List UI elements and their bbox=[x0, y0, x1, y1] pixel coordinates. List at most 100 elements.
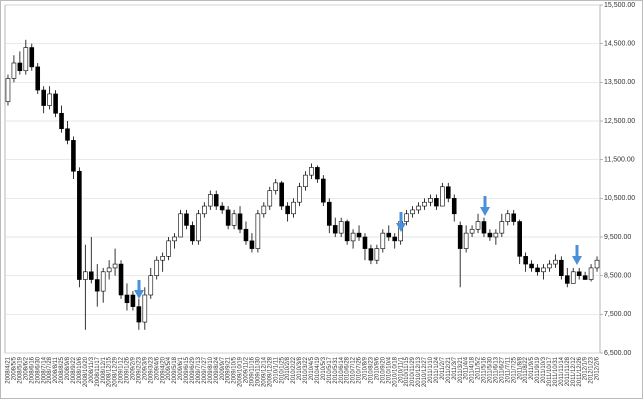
x-tick-label: 2010/12/13 bbox=[416, 356, 422, 387]
x-tick-label: 2009/3/23 bbox=[148, 356, 154, 383]
candle-body bbox=[553, 259, 558, 265]
candle-body bbox=[511, 213, 517, 222]
candle-body bbox=[213, 194, 219, 207]
candle-body bbox=[279, 182, 284, 207]
x-tick-label: 2010/7/26 bbox=[357, 356, 363, 383]
x-tick-label: 2008/8/11 bbox=[53, 356, 59, 383]
candle-body bbox=[207, 194, 213, 207]
candle-body bbox=[541, 267, 546, 273]
candle-body bbox=[374, 248, 380, 261]
x-tick-label: 2008/5/5 bbox=[12, 356, 18, 380]
candle-body bbox=[190, 225, 195, 242]
x-tick-label: 2008/5/19 bbox=[17, 356, 23, 383]
x-tick-label: 2008/9/8 bbox=[65, 356, 71, 380]
candle-body bbox=[148, 275, 154, 296]
y-tick-label: 12,500.00 bbox=[604, 118, 635, 125]
candle-body bbox=[53, 93, 58, 114]
x-tick-label: 2009/6/1 bbox=[178, 356, 184, 380]
x-tick-label: 2008/12/15 bbox=[107, 356, 113, 387]
x-tick-label: 2008/4/21 bbox=[6, 356, 12, 383]
candle-body bbox=[499, 221, 505, 234]
candle-body bbox=[475, 221, 481, 230]
x-tick-label: 2011/5/2 bbox=[476, 356, 482, 380]
candle-body bbox=[106, 267, 112, 273]
candle-body bbox=[160, 256, 165, 261]
candle-body bbox=[285, 205, 290, 215]
candle-body bbox=[547, 263, 552, 269]
y-tick-label: 15,500.00 bbox=[604, 2, 635, 9]
candle-body bbox=[440, 186, 445, 207]
candle-body bbox=[326, 201, 332, 226]
candle-body bbox=[154, 259, 160, 276]
x-tick-label: 2010/10/4 bbox=[386, 356, 392, 383]
candle-body bbox=[564, 275, 570, 284]
candle-body bbox=[23, 47, 29, 72]
x-tick-label: 2011/5/30 bbox=[488, 356, 494, 383]
x-tick-label: 2011/3/7 bbox=[452, 356, 458, 380]
candle-body bbox=[410, 209, 415, 215]
candle-body bbox=[65, 128, 70, 141]
x-tick-label: 2010/6/14 bbox=[339, 356, 345, 383]
x-tick-label: 2010/1/11 bbox=[273, 356, 279, 383]
x-tick-label: 2011/8/22 bbox=[523, 356, 529, 383]
candle-body bbox=[219, 205, 225, 211]
candle-body bbox=[445, 186, 451, 199]
x-tick-label: 2010/11/15 bbox=[404, 356, 410, 386]
x-tick-label: 2011/12/26 bbox=[577, 356, 583, 386]
x-tick-label: 2009/4/6 bbox=[154, 356, 160, 380]
candle-body bbox=[350, 232, 356, 242]
candle-body bbox=[94, 279, 100, 292]
x-tick-label: 2010/8/23 bbox=[369, 356, 375, 383]
candle-body bbox=[582, 275, 588, 280]
candle-body bbox=[225, 209, 231, 226]
x-tick-label: 2011/3/21 bbox=[458, 356, 464, 383]
candle-body bbox=[505, 213, 511, 222]
candle-body bbox=[422, 201, 427, 207]
candle-body bbox=[416, 205, 421, 211]
x-tick-label: 2009/3/9 bbox=[142, 356, 148, 380]
x-tick-label: 2009/10/19 bbox=[238, 356, 244, 387]
x-tick-label: 2009/7/27 bbox=[202, 356, 208, 383]
candle-body bbox=[29, 47, 35, 68]
x-tick-label: 2011/6/27 bbox=[499, 356, 505, 383]
candle-body bbox=[231, 213, 237, 226]
x-tick-label: 2011/1/24 bbox=[434, 356, 440, 383]
x-tick-label: 2010/7/12 bbox=[351, 356, 357, 383]
x-tick-label: 2010/12/27 bbox=[422, 356, 428, 387]
candle-body bbox=[457, 225, 463, 249]
candle-body bbox=[142, 294, 148, 323]
x-tick-label: 2009/6/29 bbox=[190, 356, 196, 383]
x-tick-label: 2011/9/19 bbox=[535, 356, 541, 383]
x-tick-label: 2011/12/12 bbox=[571, 356, 577, 386]
x-tick-label: 2009/9/21 bbox=[226, 356, 232, 383]
x-tick-label: 2008/6/16 bbox=[29, 356, 35, 383]
x-tick-label: 2011/9/5 bbox=[529, 356, 535, 380]
x-tick-label: 2012/1/9 bbox=[583, 356, 589, 380]
x-tick-label: 2009/12/28 bbox=[267, 356, 273, 387]
candle-body bbox=[166, 240, 171, 257]
candle-body bbox=[517, 221, 522, 257]
x-tick-label: 2009/11/30 bbox=[255, 356, 261, 386]
x-tick-label: 2008/12/1 bbox=[101, 356, 107, 383]
candle-body bbox=[481, 221, 487, 234]
x-tick-label: 2011/11/14 bbox=[559, 356, 565, 386]
x-tick-label: 2009/4/20 bbox=[160, 356, 166, 383]
candle-body bbox=[469, 228, 475, 234]
y-tick-label: 8,500.00 bbox=[604, 273, 631, 280]
x-tick-label: 2008/7/28 bbox=[47, 356, 53, 383]
candle-body bbox=[487, 232, 493, 238]
x-tick-label: 2010/4/5 bbox=[309, 356, 315, 380]
candle-body bbox=[344, 221, 350, 242]
candle-body bbox=[249, 240, 255, 249]
x-tick-label: 2011/7/11 bbox=[505, 356, 511, 382]
candle-body bbox=[47, 93, 52, 106]
x-tick-label: 2012/2/6 bbox=[595, 356, 601, 380]
candle-body bbox=[83, 271, 88, 280]
x-tick-label: 2009/2/23 bbox=[136, 356, 142, 383]
annotation-arrows bbox=[134, 196, 582, 299]
candle-body bbox=[261, 205, 267, 215]
x-tick-label: 2010/9/20 bbox=[380, 356, 386, 383]
x-tick-label: 2011/10/31 bbox=[553, 356, 559, 386]
candle-body bbox=[535, 267, 540, 273]
